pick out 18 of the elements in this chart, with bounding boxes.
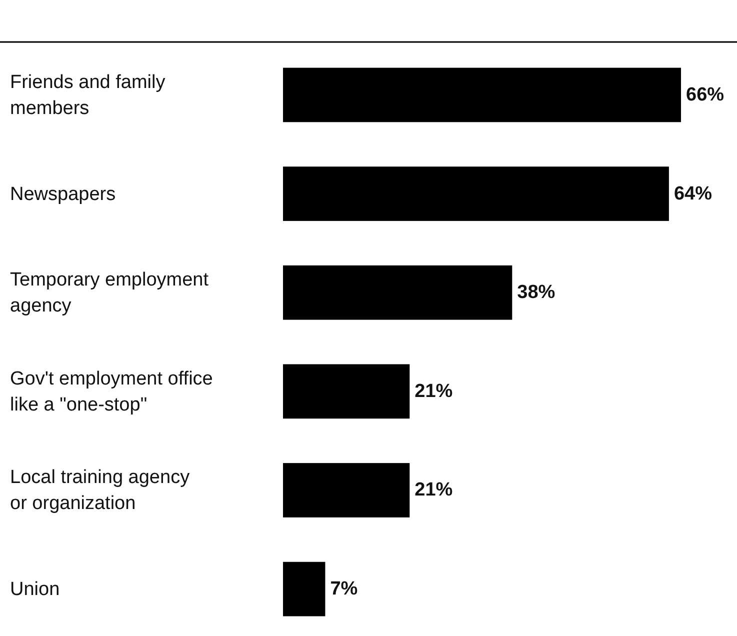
bar — [283, 166, 669, 221]
y-tick-label: Union — [10, 578, 60, 600]
data-label: 66% — [686, 84, 724, 106]
bar — [283, 68, 681, 122]
data-label: 7% — [330, 578, 358, 600]
y-tick-label: Temporary employment agency — [10, 269, 210, 316]
y-tick-label: Gov't employment office like a "one-stop" — [10, 368, 213, 415]
data-label: 38% — [517, 282, 556, 304]
bar — [283, 463, 410, 518]
data-label: 64% — [674, 183, 712, 204]
y-tick-label: Local training agency or organization — [10, 466, 190, 514]
data-label: 21% — [414, 480, 453, 501]
data-label: 21% — [414, 380, 453, 402]
bar — [283, 562, 326, 616]
y-tick-label: Friends and family members — [10, 71, 166, 118]
bar — [283, 364, 410, 419]
y-tick-label: Newspapers — [10, 183, 116, 204]
bar — [283, 265, 512, 320]
